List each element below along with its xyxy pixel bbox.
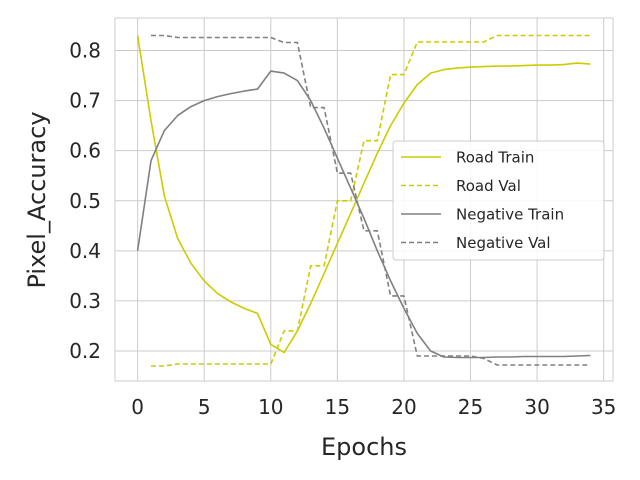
plot-frame xyxy=(114,17,614,382)
y-axis-label: Pixel_Accuracy xyxy=(23,111,51,288)
x-tick-label: 20 xyxy=(391,395,416,419)
x-tick-label: 10 xyxy=(258,395,283,419)
y-tick-label: 0.3 xyxy=(69,289,101,313)
x-tick-label: 5 xyxy=(198,395,211,419)
legend-label: Road Train xyxy=(456,149,534,167)
legend-label: Road Val xyxy=(456,177,521,195)
legend-label: Negative Val xyxy=(456,234,551,252)
y-tick-label: 0.5 xyxy=(69,189,101,213)
x-tick-label: 25 xyxy=(458,395,483,419)
legend: Road Train Road Val Negative Train Negative… xyxy=(392,140,605,261)
y-tick-label: 0.2 xyxy=(69,339,101,363)
y-tick-label: 0.8 xyxy=(69,39,101,63)
series-layer xyxy=(136,34,591,367)
x-tick-label: 30 xyxy=(524,395,549,419)
x-axis-label: Epochs xyxy=(321,433,407,461)
legend-box xyxy=(392,140,605,261)
x-ticks: 0 5 10 15 20 25 30 35 xyxy=(131,395,616,419)
series-line-2 xyxy=(151,34,591,367)
y-tick-label: 0.6 xyxy=(69,139,101,163)
series-line-3 xyxy=(136,70,591,359)
x-tick-label: 35 xyxy=(591,395,616,419)
y-ticks: 0.2 0.3 0.4 0.5 0.6 0.7 0.8 xyxy=(69,39,101,363)
series-line-1 xyxy=(136,35,591,354)
series-line-4 xyxy=(151,34,591,366)
x-tick-label: 15 xyxy=(325,395,350,419)
y-tick-label: 0.4 xyxy=(69,239,101,263)
legend-label: Negative Train xyxy=(456,206,564,224)
x-tick-label: 0 xyxy=(131,395,144,419)
y-tick-label: 0.7 xyxy=(69,89,101,113)
